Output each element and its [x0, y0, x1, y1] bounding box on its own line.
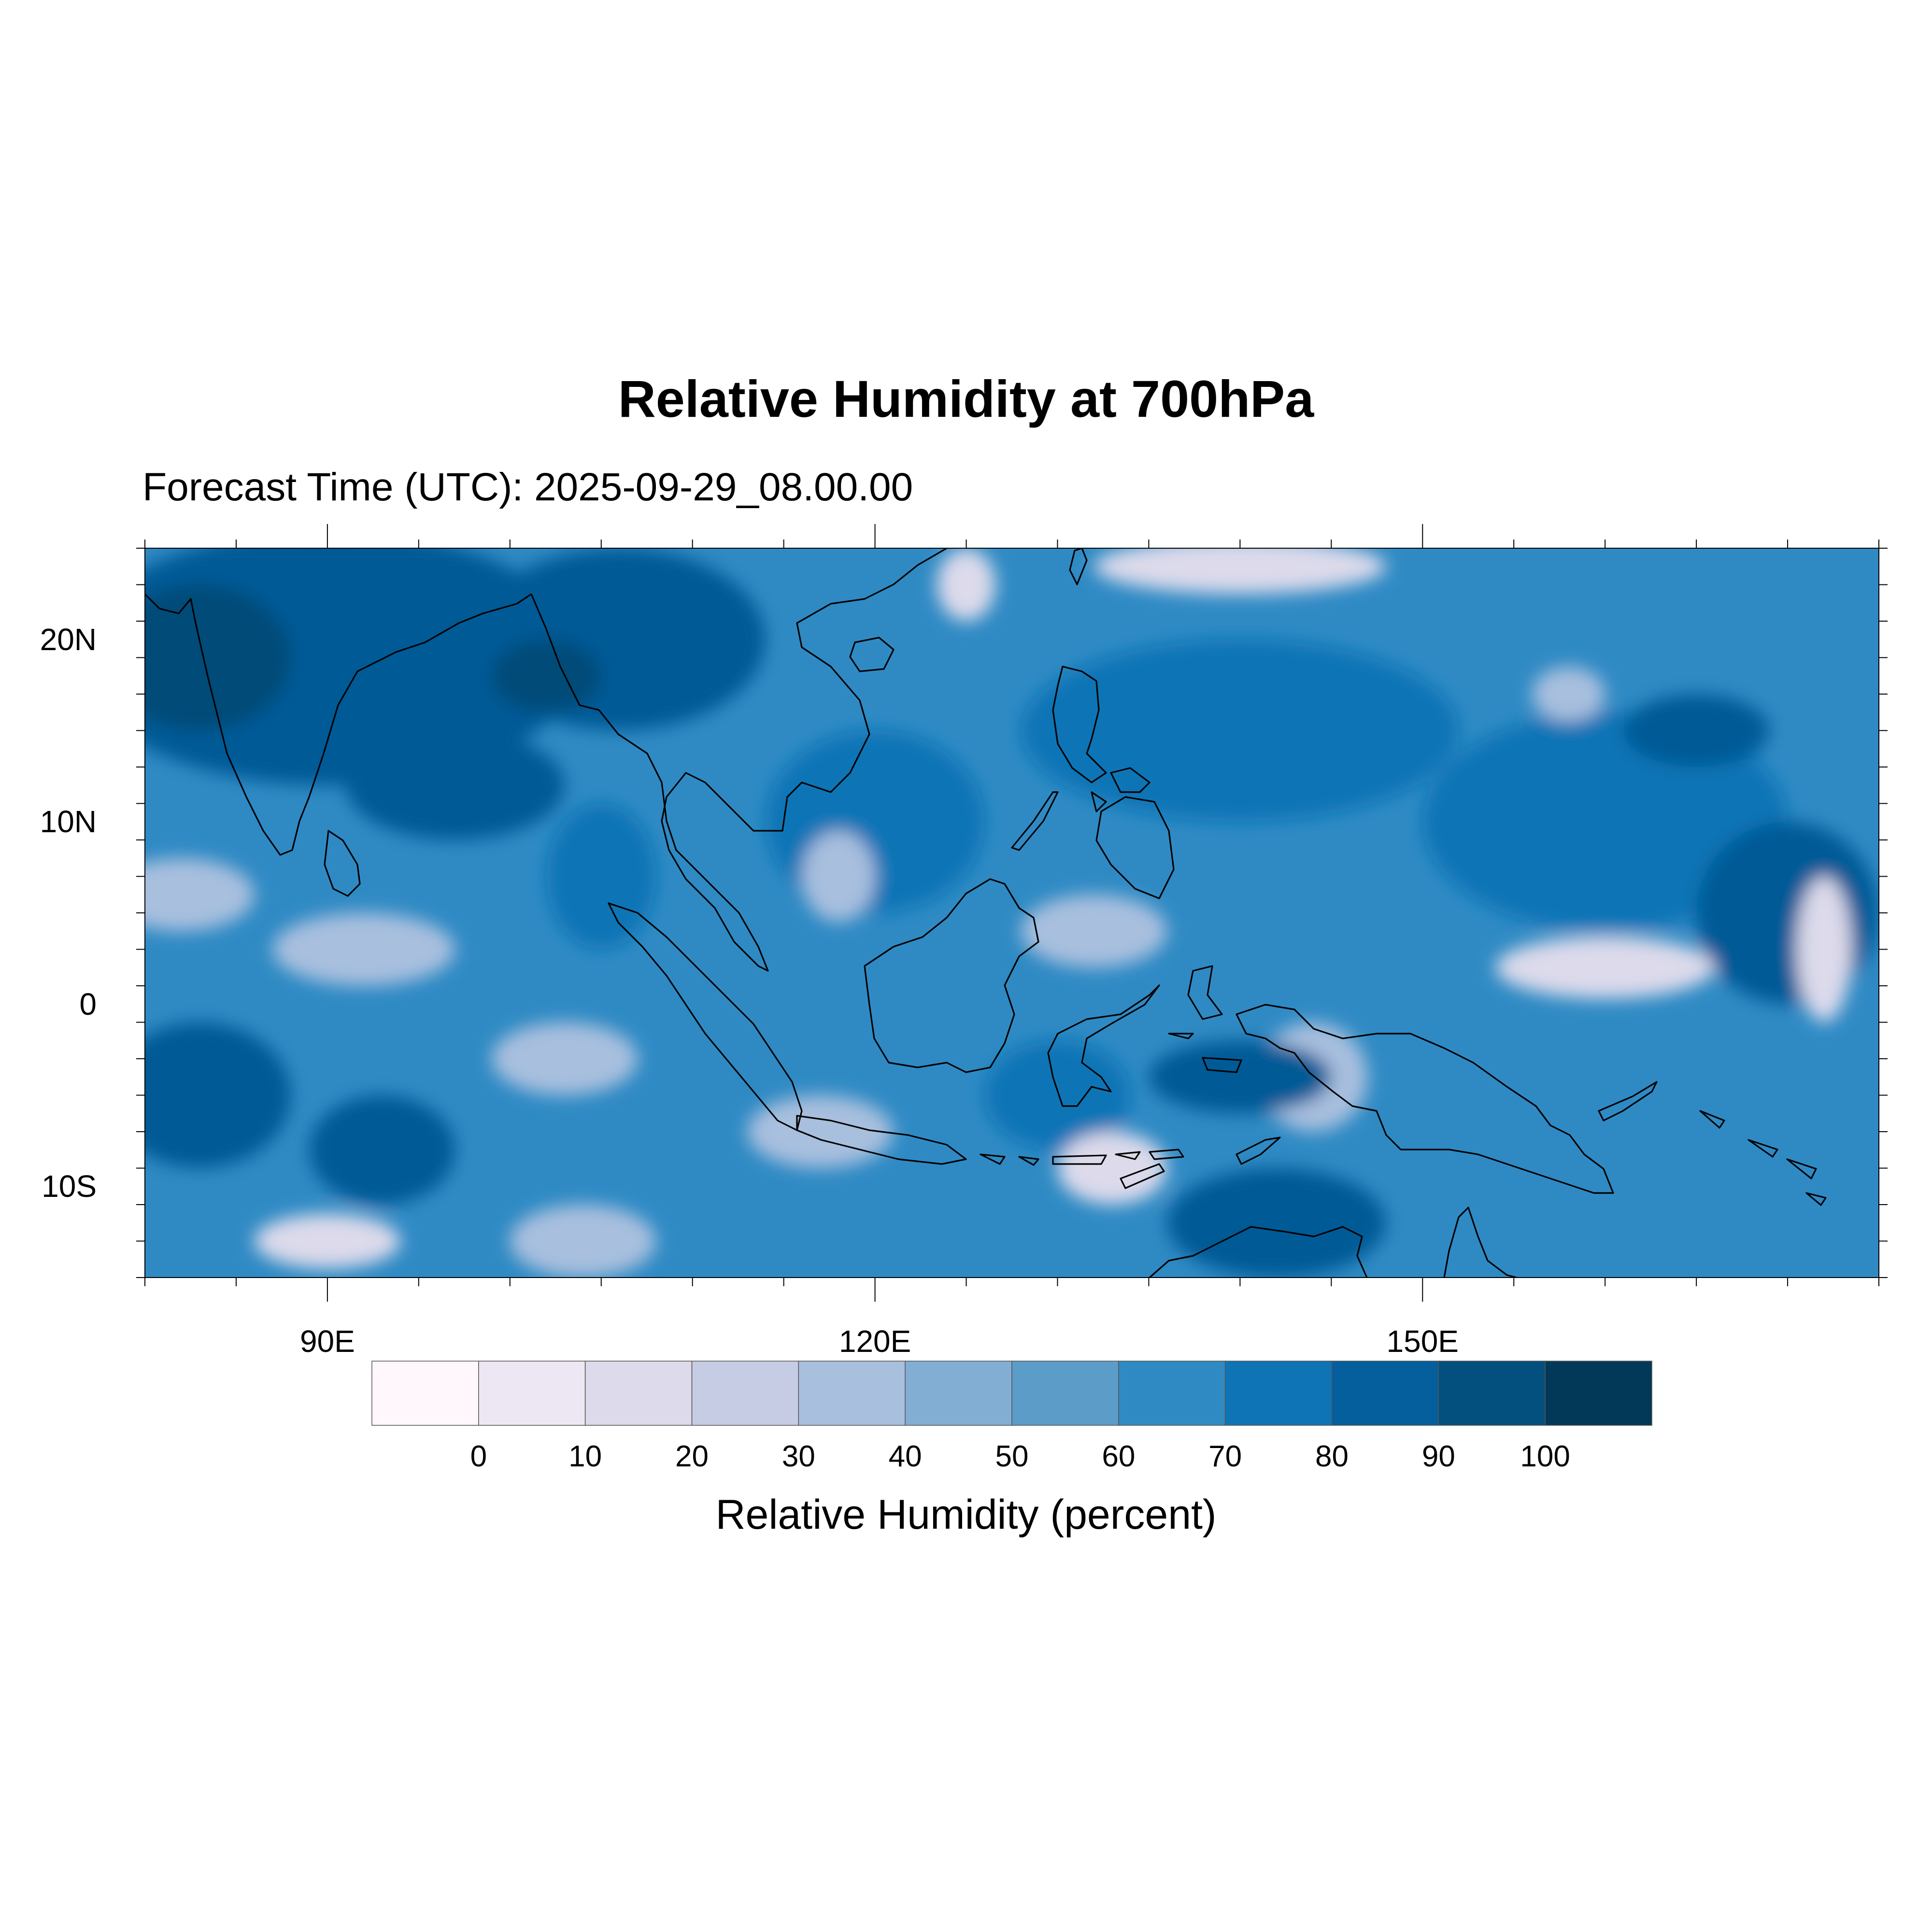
lon-tick-label: 120E	[838, 1324, 911, 1359]
humidity-region-very-dry	[937, 548, 995, 621]
colorbar-swatch	[584, 1361, 693, 1426]
colorbar-title: Relative Humidity (percent)	[715, 1492, 1217, 1538]
humidity-region-dry	[802, 831, 875, 922]
humidity-region-very-moist	[1696, 822, 1879, 1004]
humidity-region-moist	[765, 730, 985, 913]
colorbar-label: 80	[1315, 1440, 1349, 1473]
humidity-region-dry	[491, 1022, 638, 1095]
map-title: Relative Humidity at 700hPa	[618, 369, 1314, 428]
coastline-new-guinea	[1236, 1004, 1614, 1194]
colorbar-label: 10	[568, 1440, 602, 1473]
lon-tick-label: 90E	[299, 1324, 355, 1359]
colorbar-swatch	[691, 1361, 799, 1426]
coastline-indochina	[530, 548, 947, 972]
humidity-region-very-dry	[1094, 548, 1386, 594]
colorbar-swatch	[1011, 1361, 1119, 1426]
humidity-region-very-dry	[1495, 937, 1715, 999]
humidity-region-moist	[984, 1040, 1131, 1150]
colorbar-swatch	[798, 1361, 906, 1426]
humidity-region-very-moist	[345, 730, 565, 840]
colorbar-label: 90	[1421, 1440, 1455, 1473]
humidity-region-very-moist	[309, 1095, 455, 1205]
coastline-solomons	[1699, 1110, 1827, 1206]
humidity-region-dry	[272, 913, 455, 986]
coastline-timor	[1236, 1136, 1281, 1165]
coastline-visayas	[1091, 767, 1151, 812]
lat-tick-label: 20N	[40, 622, 97, 657]
humidity-field	[145, 548, 1879, 1278]
colorbar-swatch	[905, 1361, 1012, 1426]
coastline-lesser-sunda	[980, 1149, 1184, 1189]
humidity-region-dry	[1021, 895, 1167, 968]
humidity-region-moist	[1422, 712, 1788, 931]
colorbar-label: 60	[1102, 1440, 1136, 1473]
coastline-luzon	[1052, 666, 1107, 783]
colorbar-swatch	[1224, 1361, 1333, 1426]
colorbar-label: 70	[1208, 1440, 1242, 1473]
coastline-hainan	[849, 637, 895, 672]
humidity-region-very-dry	[1057, 1132, 1167, 1205]
humidity-region-dry	[145, 858, 255, 931]
humidity-region-very-moist	[145, 1022, 291, 1168]
lat-tick-label: 10N	[40, 804, 97, 839]
humidity-region-dry	[747, 1095, 894, 1168]
colorbar-swatch	[478, 1361, 586, 1426]
coastline-india	[145, 593, 532, 856]
coastline-taiwan	[1069, 548, 1088, 585]
coastline-australia	[1149, 1207, 1517, 1278]
coastline-halmahera	[1168, 965, 1242, 1073]
colorbar-label: 100	[1520, 1440, 1570, 1473]
humidity-region-dry	[510, 1205, 656, 1278]
humidity-region-saturated	[145, 584, 291, 731]
coastline-sri-lanka	[324, 830, 361, 897]
humidity-region-very-dry	[1796, 876, 1852, 1023]
colorbar-swatch	[1545, 1361, 1652, 1426]
forecast-time-subtitle: Forecast Time (UTC): 2025-09-29_08.00.00	[142, 465, 913, 509]
colorbar-swatch	[371, 1361, 479, 1426]
colorbar-label: 30	[781, 1440, 815, 1473]
humidity-region-moist	[1021, 639, 1459, 822]
lon-tick-label: 150E	[1386, 1324, 1459, 1359]
humidity-region-very-moist	[1167, 1168, 1386, 1278]
colorbar	[371, 1361, 1652, 1426]
humidity-region-very-moist	[1623, 694, 1770, 767]
coastline-new-britain	[1598, 1081, 1658, 1122]
humidity-region-moist	[546, 803, 656, 950]
coastline-java	[796, 1115, 967, 1165]
humidity-region-very-dry	[254, 1213, 401, 1269]
colorbar-label: 20	[675, 1440, 709, 1473]
coastline-sulawesi	[1047, 984, 1160, 1107]
colorbar-label: 50	[995, 1440, 1029, 1473]
lat-tick-label: 10S	[42, 1169, 97, 1204]
colorbar-swatch	[1118, 1361, 1226, 1426]
humidity-region-saturated	[492, 639, 601, 712]
colorbar-swatch	[1438, 1361, 1546, 1426]
colorbar-swatch	[1331, 1361, 1439, 1426]
humidity-region-dry	[1532, 667, 1605, 722]
coastline-mindanao	[1095, 796, 1175, 899]
humidity-region-very-moist	[1149, 1040, 1332, 1114]
colorbar-label: 0	[470, 1440, 487, 1473]
coastline-borneo	[864, 878, 1039, 1073]
coastline-palawan	[1011, 791, 1059, 851]
lat-tick-label: 0	[79, 986, 97, 1022]
colorbar-label: 40	[888, 1440, 922, 1473]
